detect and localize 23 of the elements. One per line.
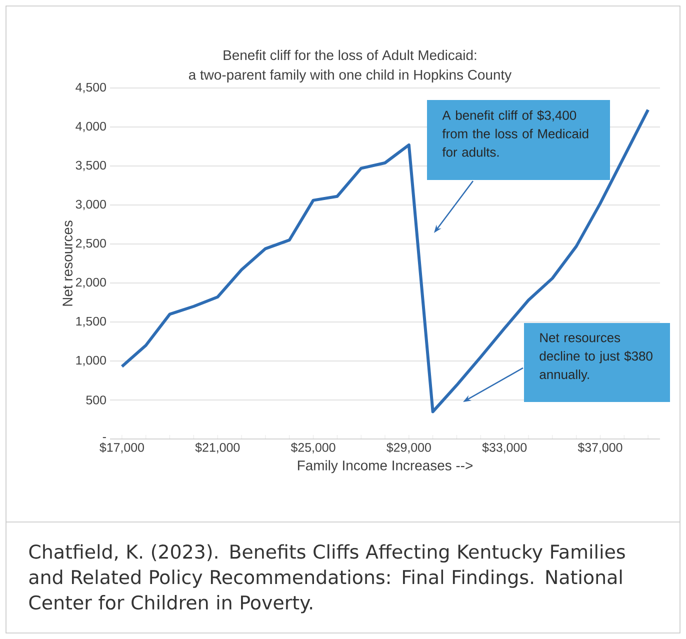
y-tick-label: 4,500 [76,82,106,94]
y-tick-label: 4,000 [76,122,106,132]
x-tick-label: $29,000 [386,442,431,454]
y-tick-label: 3,500 [76,160,106,172]
y-tick-label: 1,500 [76,316,106,328]
chart-title: Benefit cliff for the loss of Adult Medicaid: [224,50,476,60]
x-tick-label: $25,000 [290,442,336,454]
y-tick-label: 2,500 [76,238,106,250]
x-tick-label: $17,000 [100,442,144,454]
annotation: Net resources decline to just $380 annually. [540,333,652,382]
x-tick-label: $21,000 [195,442,240,454]
x-axis-title: Family Income Increases --> [298,460,472,474]
y-tick-label: 3,000 [76,200,106,210]
y-tick-label: - [102,437,106,438]
x-tick-label: $33,000 [482,442,527,454]
text: Chatfield, K. (2023). Benefits Cliffs Affecting Kentucky Families and Related Policy Recommendations: Final Findings. National Center for Children in Poverty. [29,544,625,614]
y-tick-label: 2,000 [76,278,106,288]
y-tick-label: 1,000 [76,356,106,366]
y-axis-title: Net resources [62,220,72,306]
y-tick-label: 500 [86,396,106,404]
x-tick-label: $37,000 [578,442,622,454]
annotation: A benefit cliff of $3,400 from the loss of Medicaid for adults. [442,110,588,157]
chart-subtitle: a two-parent family with one child in Hopkins County [188,69,512,82]
